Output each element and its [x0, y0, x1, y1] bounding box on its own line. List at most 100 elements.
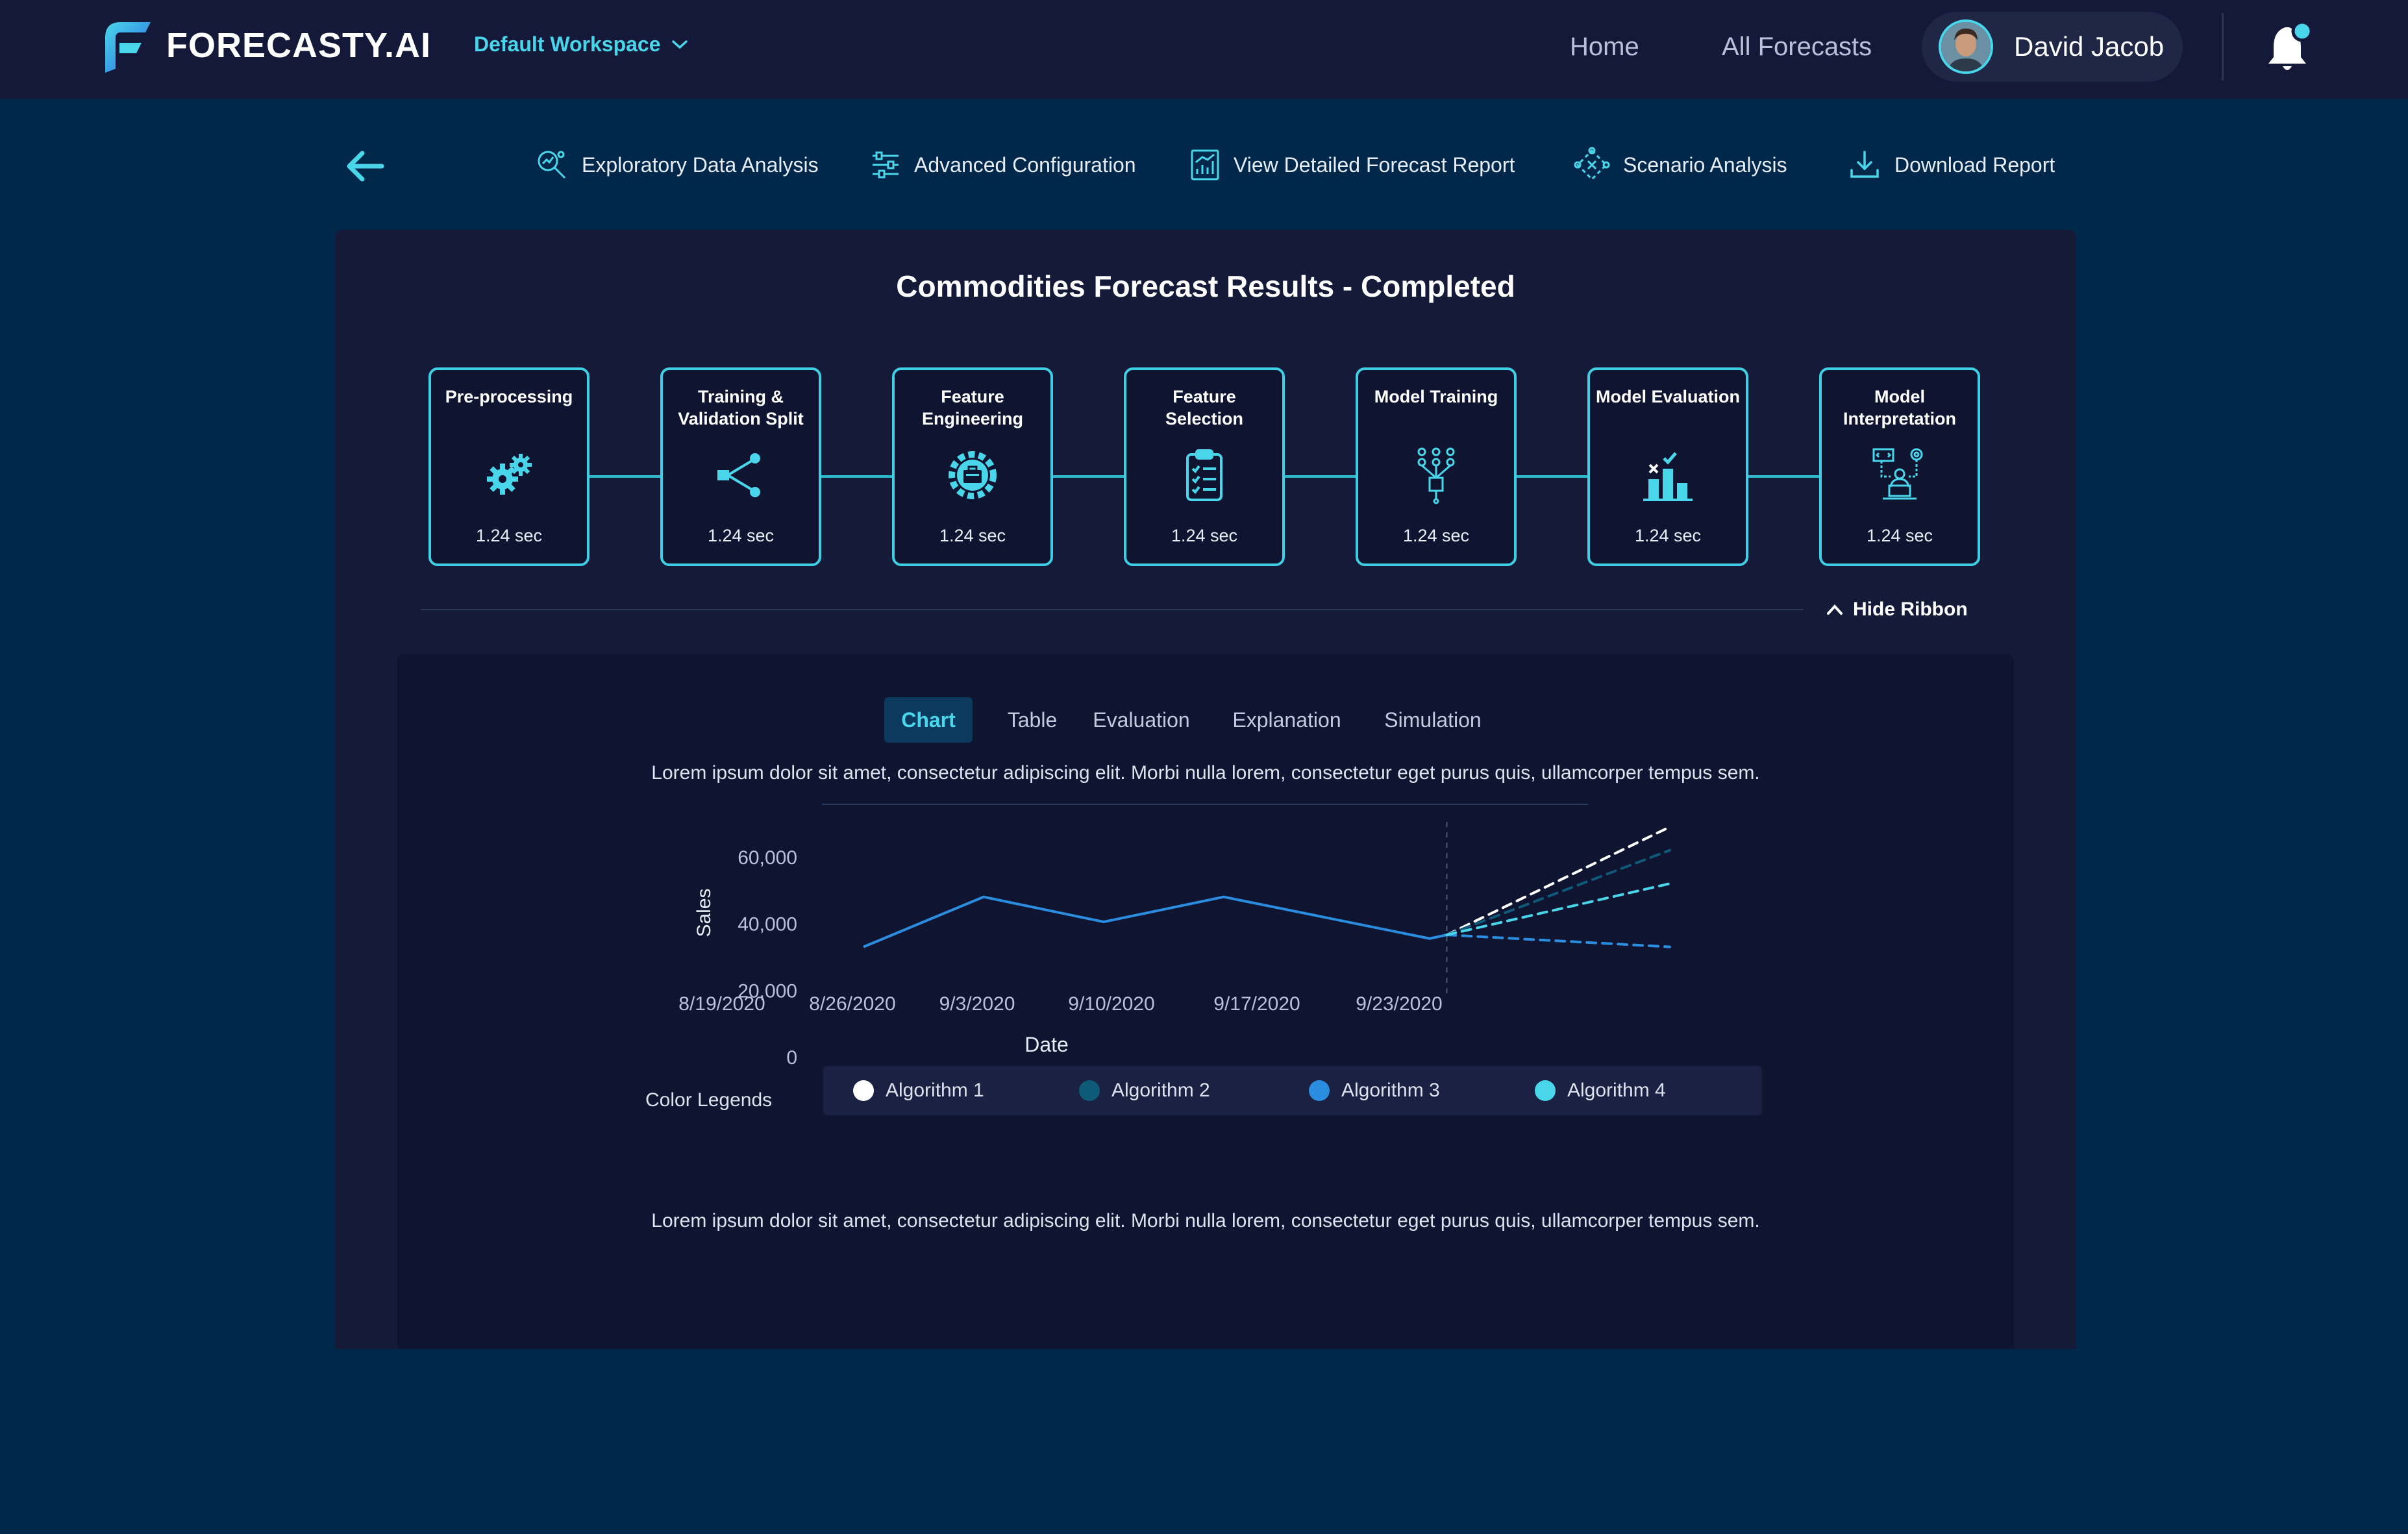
stage-time: 1.24 sec: [939, 526, 1006, 545]
back-arrow-icon[interactable]: [344, 148, 386, 184]
hide-ribbon-button[interactable]: Hide Ribbon: [1826, 599, 1968, 621]
tool-label: Advanced Configuration: [914, 153, 1136, 177]
tab-simulation[interactable]: Simulation: [1384, 708, 1482, 732]
stage-title: Feature Selection: [1165, 387, 1244, 428]
scenario-icon: [1574, 147, 1610, 181]
download-report-button[interactable]: Download Report: [1848, 145, 2055, 184]
top-navigation-bar: FORECASTY.AI Default Workspace Home All …: [0, 0, 2408, 99]
avatar: [1939, 19, 1993, 74]
series-algorithm-3-line: [1445, 934, 1671, 948]
tool-label: Exploratory Data Analysis: [582, 153, 819, 177]
forecast-line-chart: 0 20,000 40,000 60,000 8/19/2020 8/26/2020 9/3…: [678, 822, 1671, 1069]
legend-dot: [853, 1080, 874, 1101]
stage-time: 1.24 sec: [1171, 526, 1238, 545]
person-laptop-icon: [1872, 448, 1923, 500]
series-algorithm-2-line: [1445, 848, 1671, 937]
x-tick-label: 9/10/2020: [1068, 993, 1154, 1015]
stage-time: 1.24 sec: [1866, 526, 1933, 545]
legend-dot: [1535, 1080, 1556, 1101]
x-tick-label: 9/23/2020: [1356, 993, 1442, 1015]
stage-model-evaluation[interactable]: Model Evaluation 1.24 sec: [1587, 367, 1748, 566]
stage-time: 1.24 sec: [475, 526, 543, 545]
stage-title: Model Interpretation: [1843, 387, 1956, 428]
magnify-chart-icon: [538, 151, 566, 179]
x-tick-label: 8/26/2020: [809, 993, 895, 1015]
y-tick-label: 20,000: [738, 980, 797, 1002]
legend-dot: [1079, 1080, 1100, 1101]
exploratory-data-analysis-button[interactable]: Exploratory Data Analysis: [535, 145, 819, 184]
user-name: David Jacob: [2014, 31, 2165, 62]
y-tick-label: 40,000: [738, 914, 797, 935]
tool-label: Scenario Analysis: [1623, 153, 1787, 177]
stage-pre-processing[interactable]: Pre-processing 1.24 sec: [428, 367, 590, 566]
tool-label: Download Report: [1894, 153, 2055, 177]
brand-logo[interactable]: FORECASTY.AI: [99, 18, 431, 73]
legend-item-algorithm-3[interactable]: Algorithm 3: [1309, 1079, 1440, 1102]
gears-icon: [487, 454, 532, 495]
legend-label: Algorithm 2: [1111, 1080, 1210, 1101]
tool-label: View Detailed Forecast Report: [1234, 153, 1515, 177]
chart-description-bottom: Lorem ipsum dolor sit amet, consectetur …: [651, 1210, 1760, 1231]
stage-model-interpretation[interactable]: Model Interpretation 1.24 sec: [1819, 367, 1980, 566]
user-menu[interactable]: David Jacob: [1922, 12, 2183, 82]
results-tabs: Chart Table Evaluation Explanation Simul…: [397, 697, 2014, 743]
chart-description-top: Lorem ipsum dolor sit amet, consectetur …: [651, 762, 1760, 784]
legend-label: Algorithm 1: [886, 1080, 984, 1101]
description-divider: [822, 804, 1588, 805]
x-tick-label: 9/3/2020: [939, 993, 1015, 1015]
legend-item-algorithm-2[interactable]: Algorithm 2: [1079, 1079, 1210, 1102]
stage-title: Model Training: [1374, 387, 1498, 406]
stage-feature-selection[interactable]: Feature Selection 1.24 sec: [1124, 367, 1285, 566]
series-historical-line: [863, 895, 1447, 948]
clipboard-checklist-icon: [1186, 449, 1223, 501]
user-avatar-icon: [1941, 22, 1991, 71]
y-tick-label: 60,000: [738, 847, 797, 869]
legend-label: Algorithm 3: [1341, 1080, 1440, 1101]
view-detailed-forecast-report-button[interactable]: View Detailed Forecast Report: [1189, 145, 1515, 184]
report-chart-icon: [1191, 149, 1219, 180]
stage-time: 1.24 sec: [1402, 526, 1470, 545]
y-tick-label: 0: [786, 1047, 797, 1069]
x-tick-label: 8/19/2020: [678, 993, 765, 1015]
tab-evaluation[interactable]: Evaluation: [1093, 708, 1190, 732]
chevron-up-icon: [1827, 604, 1843, 615]
notification-bell-icon[interactable]: [2263, 18, 2316, 77]
series-algorithm-1-line: [1445, 825, 1671, 937]
series-algorithm-4-line: [1445, 882, 1671, 937]
split-icon: [717, 453, 760, 497]
nav-all-forecasts-link[interactable]: All Forecasts: [1722, 32, 1872, 61]
sliders-icon: [873, 151, 899, 179]
results-content: Chart Table Evaluation Explanation Simul…: [397, 654, 2014, 1349]
workspace-selector[interactable]: Default Workspace: [474, 32, 688, 56]
stage-training-validation-split[interactable]: Training & Validation Split 1.24 sec: [660, 367, 821, 566]
stage-title: Training & Validation Split: [678, 387, 804, 428]
bar-evaluation-icon: [1643, 452, 1693, 501]
x-tick-label: 9/17/2020: [1213, 993, 1300, 1015]
legend-dot: [1309, 1080, 1330, 1101]
scenario-analysis-button[interactable]: Scenario Analysis: [1574, 145, 1787, 184]
tab-chart[interactable]: Chart: [884, 697, 973, 743]
stage-feature-engineering[interactable]: Feature Engineering 1.24 sec: [892, 367, 1053, 566]
brand-name: FORECASTY.AI: [166, 26, 432, 65]
header-divider: [2222, 13, 2224, 80]
stage-model-training[interactable]: Model Training 1.24 sec: [1356, 367, 1517, 566]
legend-title: Color Legends: [645, 1089, 773, 1111]
tab-explanation[interactable]: Explanation: [1232, 708, 1341, 732]
download-icon: [1850, 151, 1879, 178]
stage-title: Model Evaluation: [1595, 387, 1741, 406]
page-title: Commodities Forecast Results - Completed: [896, 269, 1515, 303]
gear-toolbox-icon: [949, 451, 997, 499]
y-axis-label: Sales: [693, 888, 715, 937]
chart-legend: Algorithm 1 Algorithm 2 Algorithm 3 Algo…: [823, 1066, 1762, 1115]
ribbon-divider: [421, 609, 1804, 610]
advanced-configuration-button[interactable]: Advanced Configuration: [870, 145, 1136, 184]
stage-time: 1.24 sec: [707, 526, 775, 545]
action-toolbar: Exploratory Data Analysis Advanced Confi…: [0, 130, 2408, 201]
forecast-results-panel: Commodities Forecast Results - Completed…: [335, 230, 2076, 1349]
x-axis-label: Date: [1024, 1033, 1069, 1056]
legend-item-algorithm-1[interactable]: Algorithm 1: [853, 1079, 984, 1102]
hide-ribbon-label: Hide Ribbon: [1853, 599, 1968, 620]
nav-home-link[interactable]: Home: [1570, 32, 1639, 61]
legend-item-algorithm-4[interactable]: Algorithm 4: [1535, 1079, 1666, 1102]
tab-table[interactable]: Table: [1007, 708, 1058, 732]
